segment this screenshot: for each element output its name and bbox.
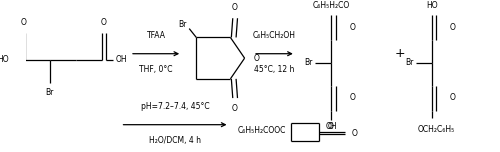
Text: O: O <box>232 104 237 113</box>
Text: H₂O/DCM, 4 h: H₂O/DCM, 4 h <box>149 136 201 145</box>
Text: Br: Br <box>178 20 187 29</box>
Text: O: O <box>101 18 107 27</box>
Text: +: + <box>394 47 405 60</box>
Text: OH: OH <box>116 55 128 64</box>
Text: TFAA: TFAA <box>146 31 166 40</box>
Text: C₆H₅H₂CO: C₆H₅H₂CO <box>312 1 350 10</box>
Text: OCH₂C₆H₅: OCH₂C₆H₅ <box>417 125 455 134</box>
Text: pH=7.2–7.4, 45°C: pH=7.2–7.4, 45°C <box>140 102 209 111</box>
Text: THF, 0°C: THF, 0°C <box>140 66 173 74</box>
Text: O: O <box>450 23 456 32</box>
Text: C₆H₅H₂COOC: C₆H₅H₂COOC <box>238 126 286 135</box>
Text: O: O <box>254 54 260 63</box>
Text: Br: Br <box>405 58 413 67</box>
Text: Br: Br <box>46 88 54 97</box>
Text: HO: HO <box>426 1 438 10</box>
Text: C₆H₅CH₂OH: C₆H₅CH₂OH <box>253 31 296 40</box>
Text: O: O <box>349 23 355 32</box>
Text: O: O <box>328 122 334 131</box>
Text: O: O <box>450 93 456 102</box>
Text: HO: HO <box>0 55 10 64</box>
Text: O: O <box>349 93 355 102</box>
Text: O: O <box>20 18 26 27</box>
Text: O: O <box>352 129 358 138</box>
Text: Br: Br <box>304 58 312 67</box>
Text: OH: OH <box>326 122 337 131</box>
Text: O: O <box>232 3 237 12</box>
Text: 45°C, 12 h: 45°C, 12 h <box>254 66 294 74</box>
